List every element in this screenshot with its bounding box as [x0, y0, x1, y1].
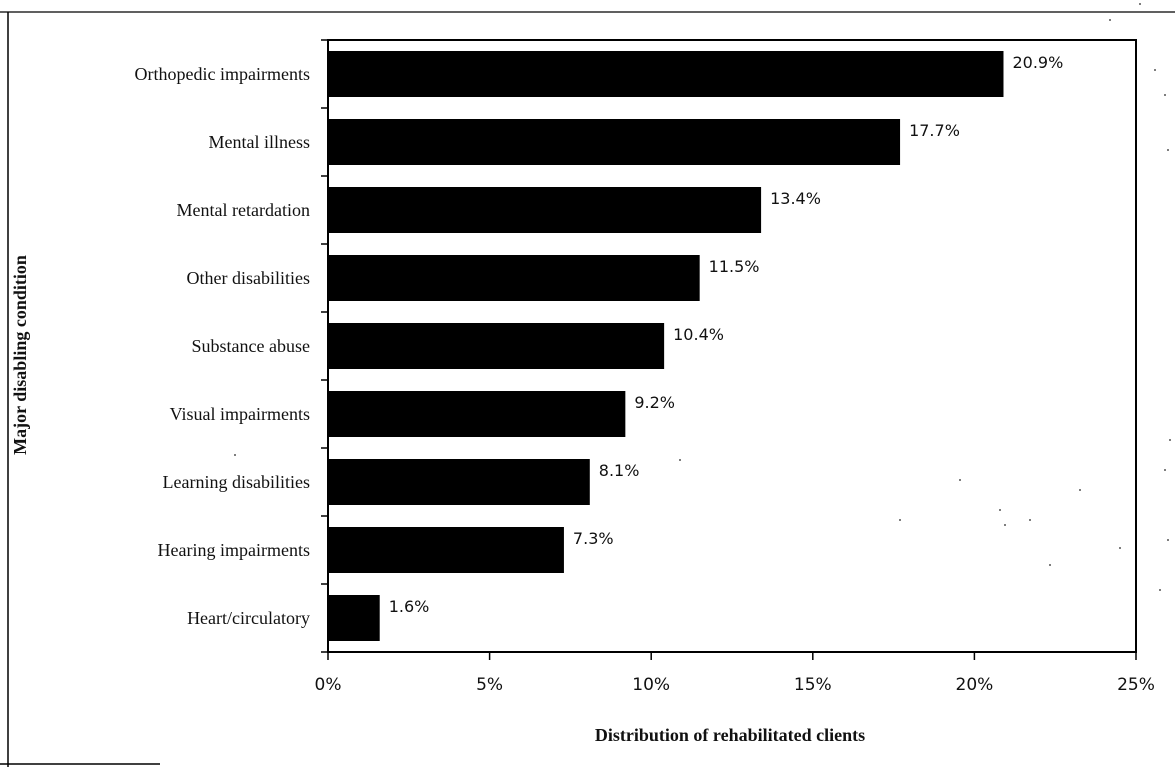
scan-speck — [1119, 547, 1121, 549]
bar — [328, 187, 762, 233]
scan-speck — [1169, 439, 1171, 441]
x-tick-label: 20% — [956, 675, 994, 695]
data-label: 20.9% — [1012, 53, 1063, 72]
scan-speck — [1154, 69, 1156, 71]
category-label: Other disabilities — [187, 268, 310, 288]
y-axis-title: Major disabling condition — [10, 255, 30, 455]
x-axis-title: Distribution of rehabilitated clients — [595, 725, 865, 745]
x-tick-label: 5% — [476, 675, 503, 695]
scan-speck — [1079, 489, 1081, 491]
bar — [328, 119, 901, 165]
category-label: Learning disabilities — [163, 472, 310, 492]
bar — [328, 323, 665, 369]
x-tick-label: 0% — [315, 675, 342, 695]
scan-speck — [679, 459, 681, 461]
scan-speck — [1159, 589, 1161, 591]
chart-frame — [0, 11, 1175, 767]
data-label: 1.6% — [389, 597, 430, 616]
x-tick-label: 15% — [794, 675, 832, 695]
category-label: Substance abuse — [192, 336, 310, 356]
scan-speck — [899, 519, 901, 521]
x-tick-label: 10% — [632, 675, 670, 695]
scan-speck — [1139, 3, 1141, 5]
scan-speck — [1167, 539, 1169, 541]
bar — [328, 391, 626, 437]
scan-speck — [234, 454, 236, 456]
bars — [328, 51, 1004, 641]
category-label: Hearing impairments — [158, 540, 310, 560]
scan-speck — [1164, 94, 1166, 96]
x-tick-label: 25% — [1117, 675, 1155, 695]
bar — [328, 527, 564, 573]
bar — [328, 459, 590, 505]
data-label: 7.3% — [573, 529, 614, 548]
data-label: 13.4% — [770, 189, 821, 208]
scan-speck — [1109, 19, 1111, 21]
scan-speck — [1004, 524, 1006, 526]
scan-speck — [959, 479, 961, 481]
bar — [328, 51, 1004, 97]
data-label: 10.4% — [673, 325, 724, 344]
scan-speck — [999, 509, 1001, 511]
scan-noise — [234, 3, 1171, 591]
category-label: Mental retardation — [177, 200, 310, 220]
bar — [328, 595, 380, 641]
category-label: Orthopedic impairments — [135, 64, 310, 84]
bar — [328, 255, 700, 301]
category-label: Visual impairments — [170, 404, 310, 424]
labels: 0% 5% 10% 15% 20% 25% Orthopedic impairments 20… — [135, 53, 1155, 695]
scan-speck — [1029, 519, 1031, 521]
category-label: Heart/circulatory — [187, 608, 310, 628]
scan-speck — [1164, 469, 1166, 471]
scan-speck — [1167, 149, 1169, 151]
category-label: Mental illness — [209, 132, 311, 152]
data-label: 17.7% — [909, 121, 960, 140]
data-label: 11.5% — [709, 257, 760, 276]
data-label: 9.2% — [634, 393, 675, 412]
scan-speck — [1049, 564, 1051, 566]
data-label: 8.1% — [599, 461, 640, 480]
